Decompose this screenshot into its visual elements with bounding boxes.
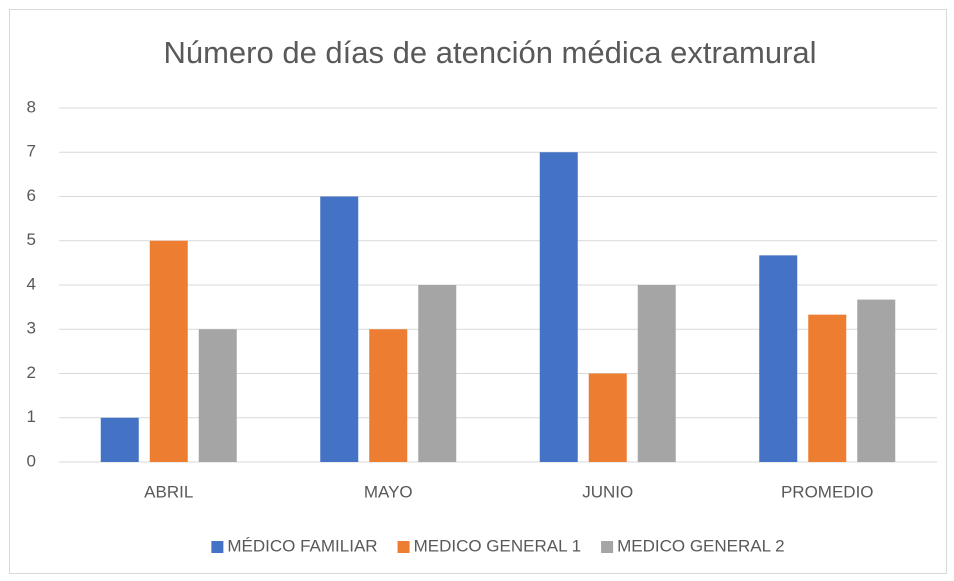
- legend-swatch: [601, 541, 614, 553]
- bar: [320, 196, 359, 462]
- bar: [857, 299, 896, 462]
- legend-label: MEDICO GENERAL 2: [617, 536, 785, 555]
- y-tick-label: 5: [27, 230, 36, 249]
- x-tick-label: ABRIL: [144, 482, 193, 501]
- bar: [149, 240, 188, 462]
- y-tick-label: 6: [27, 186, 36, 205]
- y-tick-label: 7: [27, 142, 36, 161]
- legend-swatch: [397, 541, 410, 553]
- x-tick-label: JUNIO: [582, 482, 633, 501]
- y-tick-label: 2: [27, 363, 36, 382]
- bar: [369, 329, 408, 462]
- bar: [418, 285, 457, 462]
- chart-title: Número de días de atención médica extram…: [163, 35, 816, 70]
- y-tick-label: 4: [27, 274, 36, 293]
- legend-label: MÉDICO FAMILIAR: [227, 536, 377, 555]
- legend-swatch: [211, 541, 224, 553]
- x-tick-label: MAYO: [364, 482, 413, 501]
- y-tick-label: 3: [27, 319, 36, 338]
- bar: [808, 314, 847, 462]
- y-tick-label: 1: [27, 407, 36, 426]
- legend-label: MEDICO GENERAL 1: [414, 536, 582, 555]
- bar: [637, 285, 676, 462]
- y-tick-label: 8: [27, 97, 36, 116]
- bar: [198, 329, 237, 462]
- bar: [759, 255, 798, 462]
- bar: [588, 373, 627, 462]
- x-tick-label: PROMEDIO: [781, 482, 874, 501]
- bar: [539, 152, 578, 462]
- y-tick-label: 0: [27, 451, 36, 470]
- bar: [100, 417, 139, 462]
